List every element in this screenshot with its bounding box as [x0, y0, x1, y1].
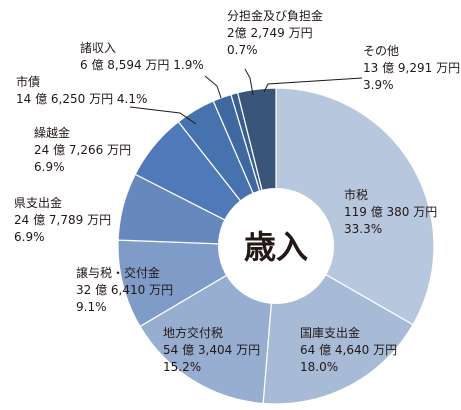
- slice-percent-9: 0.7%: [227, 43, 258, 57]
- slice-percent-10: 3.9%: [363, 78, 394, 92]
- slice-label-10: その他 13 億 9,291 万円 3.9%: [363, 44, 460, 92]
- slice-amount-10: 13 億 9,291 万円: [363, 61, 460, 75]
- slice-label-2: 国庫支出金 64 億 4,640 万円 18.0%: [300, 325, 397, 374]
- slice-name-7: 市債: [16, 74, 40, 89]
- slice-amount-6: 24 億 7,266 万円: [34, 143, 131, 157]
- slice-amount-5: 24 億 7,789 万円: [14, 213, 111, 227]
- slice-amount-9: 2億 2,749 万円: [227, 26, 313, 40]
- slice-percent-3: 15.2%: [163, 360, 201, 374]
- slice-amount-7: 14 億 6,250 万円 4.1%: [16, 92, 147, 106]
- slice-percent-1: 33.3%: [344, 222, 382, 236]
- slice-amount-1: 119 億 380 万円: [344, 205, 437, 219]
- slice-name-3: 地方交付税: [163, 325, 223, 340]
- labels-layer: 市税 119 億 380 万円 33.3% 国庫支出金 64 億 4,640 万円 18.…: [14, 8, 460, 374]
- slice-percent-2: 18.0%: [300, 360, 338, 374]
- slice-name-5: 県支出金: [14, 195, 62, 210]
- leader-line-10: [263, 77, 363, 93]
- leader-line-8: [204, 75, 222, 99]
- slice-label-8: 諸収入 6 億 8,594 万円 1.9%: [80, 40, 204, 72]
- slice-label-3: 地方交付税 54 億 3,404 万円 15.2%: [163, 325, 260, 374]
- leader-line-9: [244, 68, 254, 96]
- slice-label-1: 市税 119 億 380 万円 33.3%: [344, 187, 437, 236]
- slice-name-6: 繰越金: [34, 125, 70, 140]
- slice-name-2: 国庫支出金: [300, 325, 360, 340]
- slice-amount-8: 6 億 8,594 万円 1.9%: [80, 58, 204, 72]
- slice-label-6: 繰越金 24 億 7,266 万円 6.9%: [34, 125, 131, 174]
- slice-label-4: 譲与税・交付金 32 億 6,410 万円 9.1%: [76, 265, 173, 314]
- donut-hole: [218, 188, 334, 304]
- leader-lines-layer: [129, 68, 363, 125]
- center-label: 歳入: [244, 228, 308, 266]
- slice-name-9: 分担金及び負担金: [227, 8, 323, 23]
- slice-percent-4: 9.1%: [76, 300, 107, 314]
- slice-name-10: その他: [363, 44, 399, 58]
- leader-line-7: [129, 106, 197, 125]
- slice-label-5: 県支出金 24 億 7,789 万円 6.9%: [14, 195, 111, 244]
- slice-name-1: 市税: [344, 187, 368, 202]
- slice-name-8: 諸収入: [80, 40, 116, 55]
- slice-percent-6: 6.9%: [34, 160, 65, 174]
- slice-label-9: 分担金及び負担金 2億 2,749 万円 0.7%: [227, 8, 323, 57]
- slice-percent-5: 6.9%: [14, 230, 45, 244]
- slice-amount-4: 32 億 6,410 万円: [76, 283, 173, 297]
- slice-amount-2: 64 億 4,640 万円: [300, 343, 397, 357]
- slice-label-7: 市債 14 億 6,250 万円 4.1%: [16, 74, 147, 106]
- slice-name-4: 譲与税・交付金: [76, 265, 160, 280]
- slice-amount-3: 54 億 3,404 万円: [163, 343, 260, 357]
